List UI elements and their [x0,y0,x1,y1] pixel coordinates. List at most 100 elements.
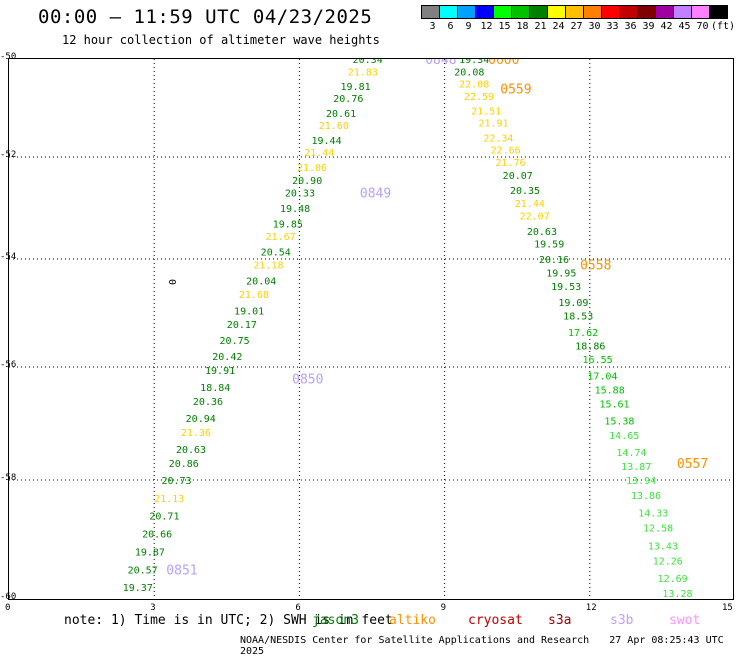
y-tick-label: -60 [0,592,17,602]
wave-height-point: 21.60 [319,121,349,132]
scale-label: 42 [660,21,673,32]
wave-height-point: 20.33 [285,189,315,200]
satellite-legend-s3a: s3a [548,613,572,628]
x-tick-label: 6 [295,603,301,613]
wave-height-tracks: 0 19.37 20.57 19.87 20.66 20.71 21.13 20.73 20.8… [9,59,733,599]
wave-height-point: 20.76 [333,94,363,105]
pass-time-label: 0558 [580,258,611,273]
wave-height-point: 19.34 [459,59,489,66]
color-swatch [529,5,548,19]
wave-height-point: 20.08 [454,67,484,78]
scale-label: 24 [552,21,565,32]
color-scale-labels: 3 6 9 12 15 18 21 24 27 30 33 36 39 42 45 70 (ft) [421,21,740,35]
pass-time-label: 0848 [425,59,456,68]
wave-height-point: 20.63 [527,227,557,238]
wave-height-point: 16.55 [583,355,613,366]
scale-label: 15 [498,21,511,32]
scale-label: 12 [480,21,493,32]
color-swatch [475,5,494,19]
map-plot-area: 0 19.37 20.57 19.87 20.66 20.71 21.13 20.73 20.8… [8,58,734,600]
wave-height-point: 18.86 [575,341,605,352]
satellite-legend-swot: swot [669,613,701,628]
scale-label: 30 [588,21,601,32]
x-tick-label: 12 [585,603,597,613]
wave-height-point: 19.85 [273,219,303,230]
color-swatch [493,5,512,19]
wave-height-point: 21.06 [297,163,327,174]
scale-label: 9 [465,21,472,32]
wave-height-point: 13.87 [621,462,651,473]
satellite-legend-altiko: altiko [389,613,436,628]
wave-height-point: 20.71 [149,512,179,523]
satellite-legend-cryosat: cryosat [468,613,523,628]
map-title: 00:00 — 11:59 UTC 04/23/2025 [38,6,373,28]
x-tick-label: 0 [5,603,11,613]
x-tick-label: 3 [150,603,156,613]
color-swatch [691,5,710,19]
wave-height-point: 13.94 [626,476,656,487]
wave-height-point: 15.61 [599,400,629,411]
wave-height-point: 13.86 [631,491,661,502]
color-swatch [601,5,620,19]
scale-label: 39 [642,21,655,32]
wave-height-point: 22.08 [459,80,489,91]
satellite-legend-s3b: s3b [610,613,634,628]
footer-credit: NOAA/NESDIS Center for Satellite Applica… [240,635,740,657]
color-swatch [583,5,602,19]
wave-height-point: 19.44 [312,136,342,147]
scale-label: 33 [606,21,619,32]
wave-height-point: 20.61 [326,109,356,120]
wave-height-point: 20.42 [212,352,242,363]
wave-height-point: 19.59 [534,240,564,251]
wave-height-point: 13.43 [648,541,678,552]
color-scale-bar [421,5,728,19]
wave-height-point: 19.91 [205,366,235,377]
color-swatch [619,5,638,19]
y-tick-label: -50 [0,52,17,62]
wave-height-point: 20.94 [186,414,216,425]
wave-height-point: 20.54 [261,247,291,258]
wave-height-point: 22.34 [483,133,513,144]
pass-time-label: 0850 [292,372,323,387]
x-tick-label: 9 [440,603,447,613]
color-swatch [709,5,728,19]
scale-label: (ft) [711,21,736,32]
wave-height-point: 12.26 [653,556,683,567]
wave-height-point: 20.04 [246,277,276,288]
color-swatch [457,5,476,19]
scale-label: 45 [678,21,691,32]
y-tick-label: -52 [0,150,17,160]
wave-height-point: 14.65 [609,431,639,442]
wave-height-point: 20.17 [227,320,257,331]
wave-height-point: 21.67 [266,232,296,243]
pass-time-label: 0559 [500,82,531,97]
scale-label: 27 [570,21,583,32]
pass-time-label: 0557 [677,457,708,472]
wave-height-point: 19.09 [558,298,588,309]
wave-height-point: 20.36 [193,397,223,408]
wave-height-point: 22.66 [491,146,521,157]
wave-height-point: 14.33 [638,509,668,520]
color-swatch [637,5,656,19]
color-swatch [547,5,566,19]
scale-label: 6 [447,21,454,32]
wave-height-point: 21.91 [478,119,508,130]
wave-height-point: 19.95 [546,269,576,280]
scale-label: 36 [624,21,637,32]
wave-height-point: 22.07 [520,212,550,223]
x-tick-label: 15 [722,603,733,613]
scale-label: 70 [696,21,709,32]
wave-height-point: 20.35 [510,186,540,197]
wave-height-point: 20.73 [161,476,191,487]
footer-center: NOAA/NESDIS Center for Satellite Applica… [240,635,590,646]
pass-time-label: 0849 [360,187,391,202]
pass-time-label: 0851 [166,563,197,578]
scale-label: 21 [534,21,547,32]
wave-height-point: 15.38 [604,417,634,428]
wave-height-point: 15.88 [595,386,625,397]
wave-height-point: 19.81 [341,82,371,93]
wave-height-point: 21.83 [348,67,378,78]
wave-height-point: 20.57 [128,565,158,576]
wave-height-point: 12.58 [643,524,673,535]
wave-height-point: 21.76 [495,158,525,169]
